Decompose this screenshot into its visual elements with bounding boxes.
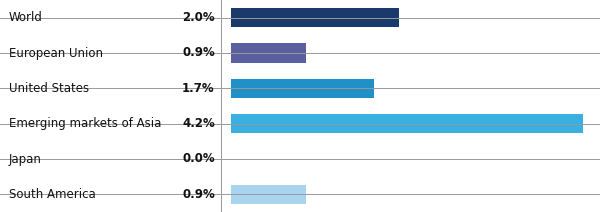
Text: European Union: European Union xyxy=(9,46,103,60)
Text: Emerging markets of Asia: Emerging markets of Asia xyxy=(9,117,161,130)
Text: 0.0%: 0.0% xyxy=(182,152,215,166)
Text: United States: United States xyxy=(9,82,89,95)
Text: 2.0%: 2.0% xyxy=(182,11,215,24)
Text: 1.7%: 1.7% xyxy=(182,82,215,95)
Bar xyxy=(231,185,307,204)
Text: 0.9%: 0.9% xyxy=(182,188,215,201)
Text: 4.2%: 4.2% xyxy=(182,117,215,130)
Bar xyxy=(231,43,307,63)
Bar xyxy=(231,79,374,98)
Text: South America: South America xyxy=(9,188,96,201)
Text: World: World xyxy=(9,11,43,24)
Text: 0.9%: 0.9% xyxy=(182,46,215,60)
Bar xyxy=(231,114,583,133)
Text: Japan: Japan xyxy=(9,152,42,166)
Bar xyxy=(231,8,399,27)
